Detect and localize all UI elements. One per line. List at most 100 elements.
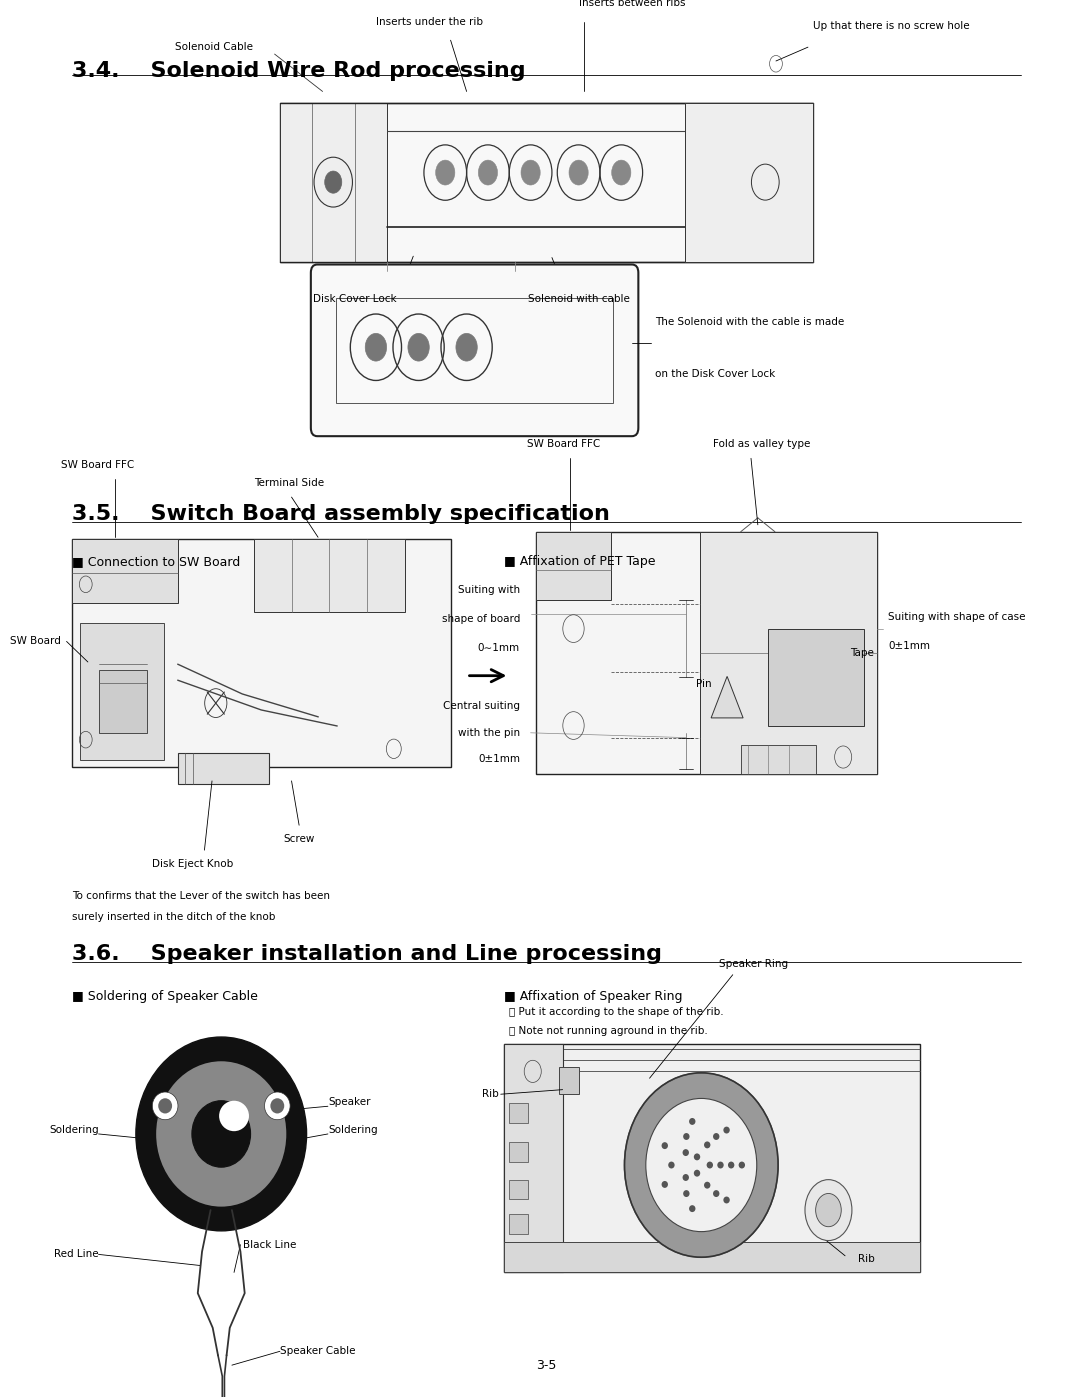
Bar <box>700 532 877 774</box>
Ellipse shape <box>689 1118 696 1125</box>
Ellipse shape <box>693 1169 700 1176</box>
Ellipse shape <box>704 1141 711 1148</box>
Ellipse shape <box>713 1133 719 1140</box>
Text: on the Disk Cover Lock: on the Disk Cover Lock <box>656 369 775 379</box>
Text: Terminal Side: Terminal Side <box>254 478 324 488</box>
Ellipse shape <box>706 1161 713 1168</box>
Bar <box>559 1066 579 1094</box>
Ellipse shape <box>728 1161 734 1168</box>
Circle shape <box>521 161 540 184</box>
Ellipse shape <box>136 1037 307 1231</box>
Text: Central suiting: Central suiting <box>443 701 519 711</box>
Text: 0±1mm: 0±1mm <box>478 754 519 764</box>
Text: Speaker: Speaker <box>328 1097 370 1106</box>
FancyBboxPatch shape <box>311 264 638 436</box>
Text: Inserts under the rib: Inserts under the rib <box>376 17 483 27</box>
Text: ■ Affixation of Speaker Ring: ■ Affixation of Speaker Ring <box>504 990 683 1003</box>
Circle shape <box>325 170 341 193</box>
Bar <box>510 1214 528 1234</box>
Bar <box>510 1179 528 1199</box>
Ellipse shape <box>724 1126 730 1133</box>
Circle shape <box>435 161 455 184</box>
Text: Red Line: Red Line <box>54 1249 98 1260</box>
Text: 3.4.    Solenoid Wire Rod processing: 3.4. Solenoid Wire Rod processing <box>72 61 526 81</box>
Text: Rib: Rib <box>482 1090 499 1099</box>
Text: ■ Connection to SW Board: ■ Connection to SW Board <box>72 555 240 569</box>
Text: Suiting with: Suiting with <box>458 585 519 595</box>
Bar <box>80 623 164 760</box>
Text: Inserts between ribs: Inserts between ribs <box>579 0 685 8</box>
Ellipse shape <box>646 1098 757 1232</box>
Text: The Solenoid with the cable is made: The Solenoid with the cable is made <box>656 317 845 327</box>
Text: Speaker Cable: Speaker Cable <box>280 1347 355 1356</box>
Ellipse shape <box>693 1154 700 1161</box>
Ellipse shape <box>689 1206 696 1213</box>
Bar <box>504 1242 920 1273</box>
Bar <box>254 539 405 612</box>
Bar <box>337 298 612 402</box>
Text: Screw: Screw <box>283 834 314 844</box>
Text: Tape: Tape <box>850 648 874 658</box>
Ellipse shape <box>662 1143 667 1150</box>
Ellipse shape <box>669 1161 675 1168</box>
Text: Speaker Ring: Speaker Ring <box>719 958 788 968</box>
Bar <box>768 629 864 725</box>
Bar <box>536 532 611 599</box>
Text: 3.5.    Switch Board assembly specification: 3.5. Switch Board assembly specification <box>72 504 610 524</box>
Bar <box>72 539 450 767</box>
Text: Suiting with shape of case: Suiting with shape of case <box>888 612 1026 622</box>
Bar <box>280 102 387 261</box>
Text: with the pin: with the pin <box>458 728 519 738</box>
Ellipse shape <box>724 1197 730 1203</box>
Text: Soldering: Soldering <box>49 1125 98 1134</box>
Text: Soldering: Soldering <box>328 1125 378 1134</box>
Text: To confirms that the Lever of the switch has been: To confirms that the Lever of the switch… <box>72 891 329 901</box>
Text: surely inserted in the ditch of the knob: surely inserted in the ditch of the knob <box>72 912 275 922</box>
Bar <box>280 102 813 261</box>
Text: Fold as valley type: Fold as valley type <box>714 440 811 450</box>
Bar <box>178 753 269 784</box>
Bar <box>98 671 147 733</box>
Ellipse shape <box>265 1092 291 1120</box>
Text: ・ Put it according to the shape of the rib.: ・ Put it according to the shape of the r… <box>510 1007 724 1017</box>
Text: SW Board: SW Board <box>11 637 62 647</box>
Circle shape <box>365 334 387 360</box>
Text: 3-5: 3-5 <box>537 1359 557 1372</box>
Bar <box>504 1044 920 1273</box>
Text: Solenoid with cable: Solenoid with cable <box>528 295 630 305</box>
Text: Disk Cover Lock: Disk Cover Lock <box>313 295 396 305</box>
Circle shape <box>611 161 631 184</box>
Bar <box>536 532 877 774</box>
Text: Black Line: Black Line <box>243 1239 296 1250</box>
Ellipse shape <box>152 1092 178 1120</box>
Text: 0∼1mm: 0∼1mm <box>477 643 519 652</box>
Text: 0±1mm: 0±1mm <box>888 641 930 651</box>
Bar <box>510 1104 528 1123</box>
Circle shape <box>478 161 498 184</box>
Bar <box>741 745 815 774</box>
Ellipse shape <box>270 1098 284 1113</box>
Circle shape <box>569 161 589 184</box>
Bar <box>686 102 813 261</box>
Circle shape <box>805 1179 852 1241</box>
Ellipse shape <box>157 1062 286 1207</box>
Polygon shape <box>711 676 743 718</box>
FancyArrowPatch shape <box>470 669 503 682</box>
Circle shape <box>456 334 477 360</box>
Text: Pin: Pin <box>697 679 712 689</box>
Bar <box>510 1143 528 1162</box>
Text: ■ Soldering of Speaker Cable: ■ Soldering of Speaker Cable <box>72 990 258 1003</box>
Text: SW Board FFC: SW Board FFC <box>62 460 135 471</box>
Ellipse shape <box>684 1190 689 1197</box>
Text: Solenoid Cable: Solenoid Cable <box>175 42 253 52</box>
Ellipse shape <box>219 1101 249 1132</box>
Text: SW Board FFC: SW Board FFC <box>527 440 599 450</box>
Ellipse shape <box>713 1190 719 1197</box>
Text: Disk Eject Knob: Disk Eject Knob <box>152 859 233 869</box>
Text: ■ Affixation of PET Tape: ■ Affixation of PET Tape <box>504 555 656 569</box>
Ellipse shape <box>159 1098 172 1113</box>
Text: Up that there is no screw hole: Up that there is no screw hole <box>813 21 970 31</box>
Ellipse shape <box>739 1161 745 1168</box>
Ellipse shape <box>192 1101 251 1166</box>
Bar <box>504 1044 563 1273</box>
